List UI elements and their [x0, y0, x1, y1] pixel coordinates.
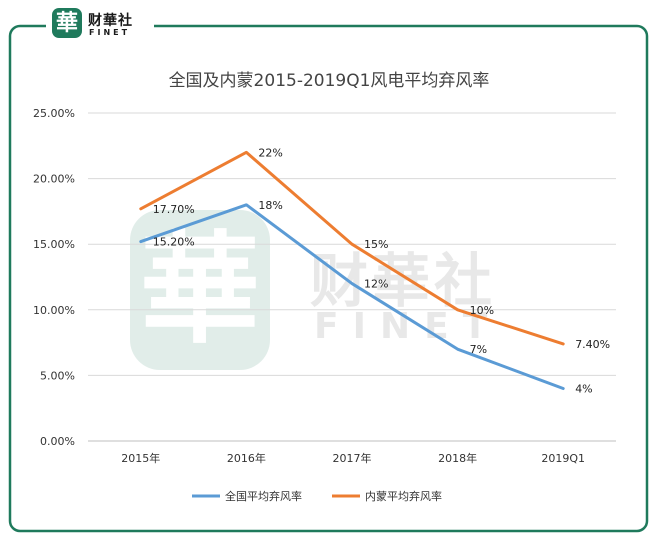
data-label: 22% [258, 146, 282, 159]
y-tick-label: 0.00% [40, 435, 75, 448]
logo-english-name: FINET [89, 28, 131, 37]
data-label: 7.40% [575, 338, 610, 351]
data-label: 15.20% [153, 236, 195, 249]
y-tick-label: 5.00% [40, 369, 75, 382]
data-label: 15% [364, 238, 388, 251]
logo-chinese-name: 财華社 [88, 13, 133, 29]
data-labels: 15.20% 18% 12% 7% 4% 17.70% 22% 15% 10% 7.40% [153, 146, 610, 395]
y-axis-ticks: 0.00% 5.00% 10.00% 15.00% 20.00% 25.00% [33, 107, 75, 448]
data-label: 18% [258, 199, 282, 212]
grid-lines [88, 112, 616, 442]
series-line-1 [139, 203, 565, 391]
data-label: 10% [470, 304, 494, 317]
series-lines [139, 150, 565, 391]
legend-label: 内蒙平均弃风率 [365, 489, 442, 503]
data-label: 12% [364, 278, 388, 291]
legend: 全国平均弃风率 内蒙平均弃风率 [192, 489, 442, 503]
finet-logo: 華 财華社 FINET [46, 6, 154, 40]
x-tick-label: 2017年 [333, 451, 372, 465]
series-line-2 [139, 150, 565, 346]
x-axis-ticks: 2015年 2016年 2017年 2018年 2019Q1 [121, 451, 585, 465]
y-tick-label: 25.00% [33, 107, 75, 120]
y-tick-label: 15.00% [33, 238, 75, 251]
x-tick-label: 2016年 [227, 451, 266, 465]
x-tick-label: 2015年 [121, 451, 160, 465]
data-label: 17.70% [153, 203, 195, 216]
x-tick-label: 2018年 [438, 451, 477, 465]
data-label: 4% [575, 383, 592, 396]
data-label: 7% [470, 343, 487, 356]
legend-label: 全国平均弃风率 [225, 489, 302, 503]
logo-mark-icon: 華 [52, 8, 82, 38]
chart-title: 全国及内蒙2015-2019Q1风电平均弃风率 [169, 71, 490, 91]
y-tick-label: 20.00% [33, 173, 75, 186]
x-tick-label: 2019Q1 [541, 452, 585, 465]
y-tick-label: 10.00% [33, 304, 75, 317]
